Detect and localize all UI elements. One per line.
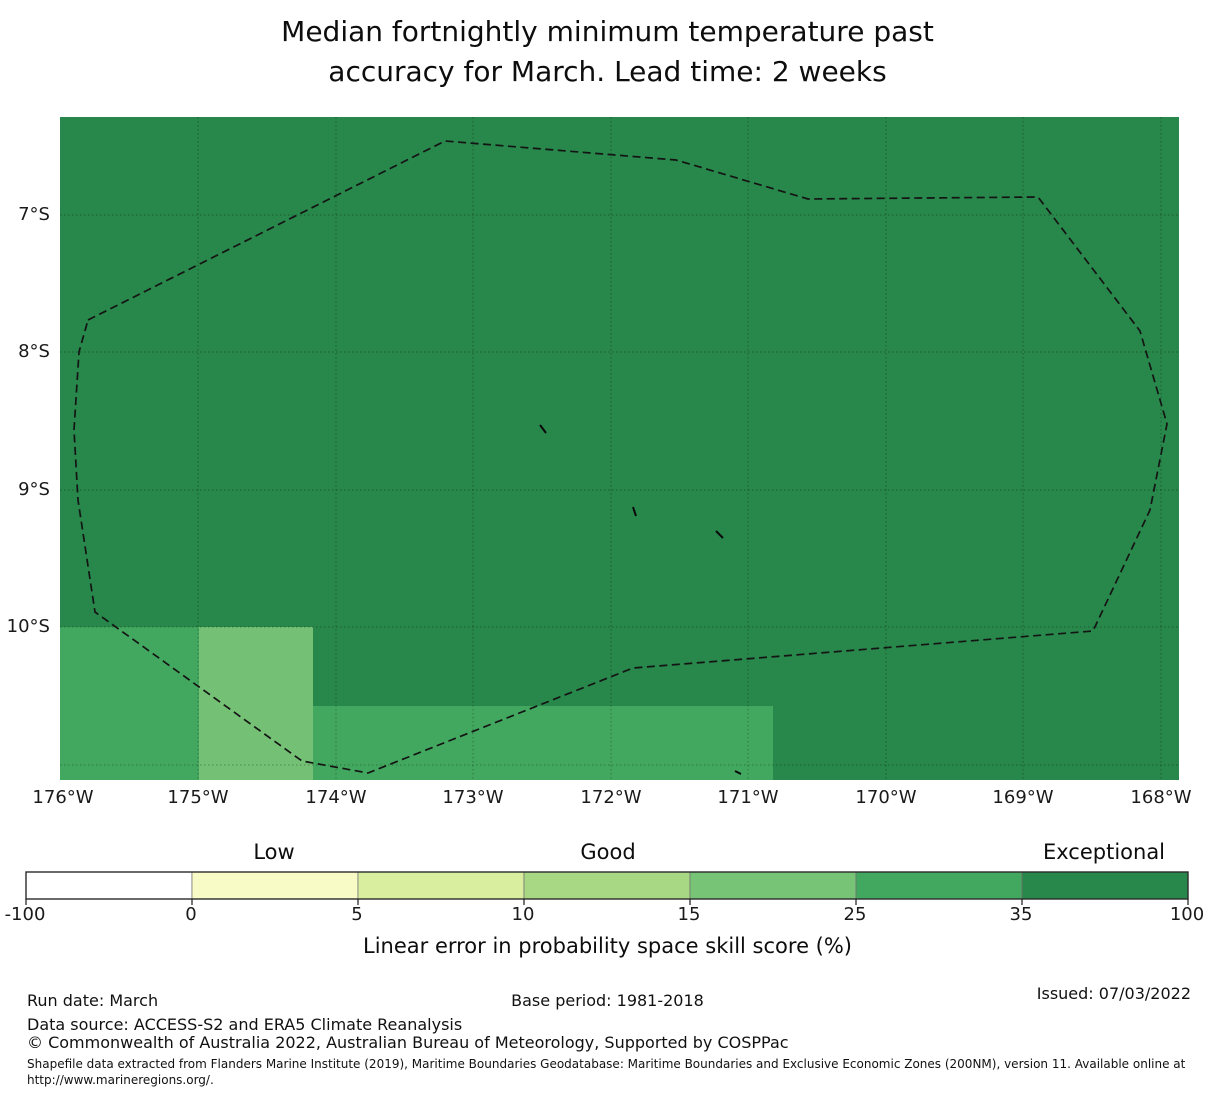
colorbar-tick-100: 100 bbox=[1169, 904, 1205, 925]
colorbar-tick-15: 15 bbox=[677, 904, 701, 925]
colorbar-category-low: Low bbox=[253, 840, 295, 864]
colorbar-tick-0: 0 bbox=[185, 904, 197, 925]
colorbar bbox=[25, 871, 1189, 905]
colorbar-segment-2 bbox=[191, 871, 359, 900]
colorbar-tick-25: 25 bbox=[843, 904, 867, 925]
colorbar-border bbox=[25, 871, 1189, 900]
x-axis-label-169w: 169°W bbox=[992, 787, 1054, 808]
skill-band-25-35-west bbox=[60, 627, 199, 780]
colorbar-tick-neg100: -100 bbox=[4, 904, 46, 925]
shapefile-attribution-text: Shapefile data extracted from Flanders M… bbox=[27, 1057, 1186, 1087]
colorbar-segment-7 bbox=[1021, 871, 1189, 900]
figure-title-line1: Median fortnightly minimum temperature p… bbox=[281, 15, 934, 48]
x-axis-label-173w: 173°W bbox=[442, 787, 504, 808]
x-axis-label-170w: 170°W bbox=[855, 787, 917, 808]
colorbar-segment-1 bbox=[25, 871, 193, 900]
data-source-text: Data source: ACCESS-S2 and ERA5 Climate … bbox=[27, 1015, 463, 1034]
figure-title: Median fortnightly minimum temperature p… bbox=[0, 12, 1215, 92]
y-axis-label-10s: 10°S bbox=[6, 616, 50, 637]
x-axis-label-174w: 174°W bbox=[305, 787, 367, 808]
colorbar-axis-label: Linear error in probability space skill … bbox=[363, 934, 852, 958]
figure-title-line2: accuracy for March. Lead time: 2 weeks bbox=[328, 55, 887, 88]
run-date-text: Run date: March bbox=[27, 991, 159, 1010]
colorbar-tick-10: 10 bbox=[511, 904, 535, 925]
skill-band-15-25 bbox=[199, 627, 313, 780]
colorbar-segment-6 bbox=[855, 871, 1023, 900]
x-axis-label-172w: 172°W bbox=[580, 787, 642, 808]
eez-boundary-dashed-outline bbox=[73, 140, 1168, 774]
x-axis-label-168w: 168°W bbox=[1130, 787, 1192, 808]
issued-date-text: Issued: 07/03/2022 bbox=[1036, 984, 1191, 1003]
colorbar-category-good: Good bbox=[580, 840, 636, 864]
colorbar-segment-5 bbox=[689, 871, 857, 900]
x-axis-label-175w: 175°W bbox=[167, 787, 229, 808]
copyright-text: © Commonwealth of Australia 2022, Austra… bbox=[27, 1033, 789, 1052]
colorbar-tick-5: 5 bbox=[351, 904, 363, 925]
island-markers bbox=[539, 424, 742, 775]
colorbar-segment-4 bbox=[523, 871, 691, 900]
colorbar-tick-marks bbox=[25, 899, 1189, 905]
y-axis-label-8s: 8°S bbox=[18, 341, 50, 362]
x-axis-label-176w: 176°W bbox=[32, 787, 94, 808]
map-canvas bbox=[60, 117, 1179, 780]
graticule-gridlines bbox=[60, 117, 1179, 780]
colorbar-segment-3 bbox=[357, 871, 525, 900]
colorbar-category-exceptional: Exceptional bbox=[1042, 840, 1166, 864]
skill-band-25-35-south bbox=[313, 706, 773, 780]
x-axis-label-171w: 171°W bbox=[717, 787, 779, 808]
base-period-text: Base period: 1981-2018 bbox=[511, 991, 704, 1010]
colorbar-tick-35: 35 bbox=[1009, 904, 1033, 925]
y-axis-label-9s: 9°S bbox=[18, 479, 50, 500]
y-axis-label-7s: 7°S bbox=[18, 204, 50, 225]
